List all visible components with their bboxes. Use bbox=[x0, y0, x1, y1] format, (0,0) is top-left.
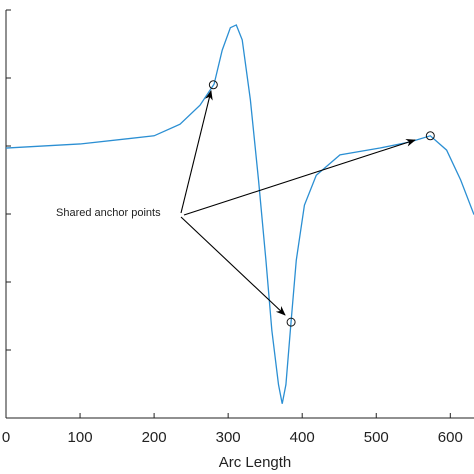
x-tick-label: 100 bbox=[68, 429, 93, 446]
anchor-point bbox=[425, 131, 435, 141]
x-tick-label: 600 bbox=[438, 429, 463, 446]
x-tick-label: 300 bbox=[216, 429, 241, 446]
x-tick-label: 400 bbox=[290, 429, 315, 446]
x-axis-label: Arc Length bbox=[219, 454, 292, 471]
anchor-point bbox=[208, 80, 218, 90]
arrow bbox=[183, 138, 416, 216]
annotation: Shared anchor points bbox=[56, 207, 161, 219]
x-tick-label: 200 bbox=[142, 429, 167, 446]
annotation-arrows bbox=[180, 90, 416, 316]
arrow bbox=[180, 216, 286, 316]
anchor-point bbox=[286, 317, 296, 327]
x-tick-label: 500 bbox=[364, 429, 389, 446]
x-tick-label: 0 bbox=[2, 429, 10, 446]
arrow bbox=[180, 90, 213, 214]
